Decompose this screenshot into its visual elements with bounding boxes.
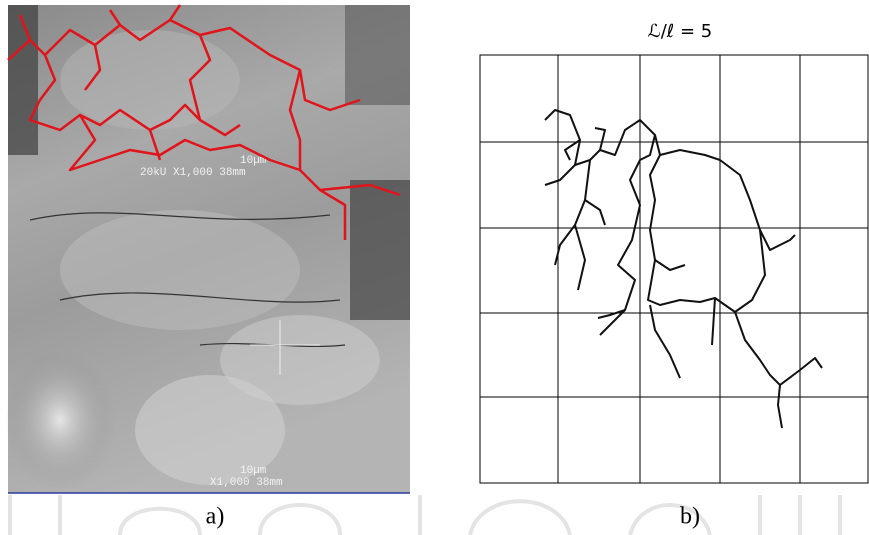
sem-caption: X1,000 38mm (210, 477, 283, 489)
panel-title: ℒ/ℓ = 5 (648, 21, 712, 42)
crack-trace (545, 110, 822, 428)
figure: 10µm 20kU X1,000 38mm 10µm X1,000 38mm ℒ… (0, 0, 869, 535)
scale-label: 10µm (240, 465, 267, 477)
sem-caption: 20kU X1,000 38mm (140, 167, 246, 179)
panel-label: a) (206, 504, 225, 530)
panel-label: b) (680, 504, 700, 530)
watermark (10, 495, 840, 535)
sem-image: 10µm 20kU X1,000 38mm 10µm X1,000 38mm (5, 5, 410, 493)
figure-svg: 10µm 20kU X1,000 38mm 10µm X1,000 38mm ℒ… (0, 0, 869, 535)
